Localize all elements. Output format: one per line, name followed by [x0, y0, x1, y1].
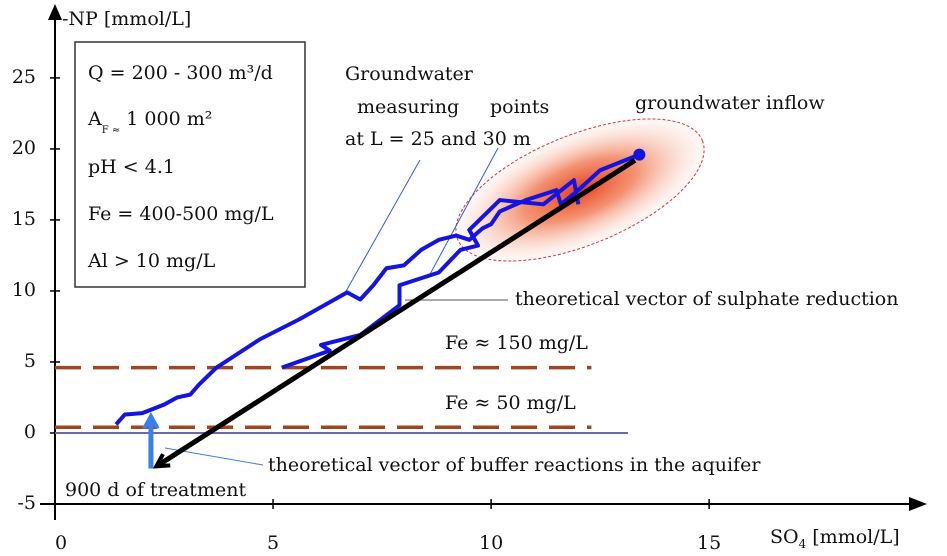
y-axis-arrow [48, 4, 62, 20]
y-tick-label: 10 [12, 279, 36, 301]
box-main: A [87, 108, 102, 130]
annotation: measuring [357, 96, 459, 118]
box-line: Fe = 400-500 mg/L [88, 203, 274, 225]
vector-label: theoretical vector of buffer reactions i… [268, 454, 761, 476]
annotation: Groundwater [345, 63, 474, 85]
vector-head [142, 412, 160, 430]
annotation: groundwater inflow [635, 92, 825, 114]
end-marker [633, 148, 646, 161]
box-line: pH < 4.1 [88, 156, 175, 178]
y-axis-label: -NP [mmol/L] [62, 8, 191, 30]
hline-label: Fe ≈ 50 mg/L [445, 392, 576, 414]
leader [344, 159, 421, 294]
y-tick-label: 25 [12, 66, 36, 88]
x-tick-label: 0 [55, 532, 67, 554]
annotation: 900 d of treatment [65, 479, 246, 501]
box-line: AF ≈ 1 000 m² [87, 108, 212, 136]
y-tick-label: 15 [12, 208, 36, 230]
x-label-sub: 4 [799, 537, 807, 551]
annotation: at L = 25 and 30 m [345, 128, 531, 150]
x-tick-label: 15 [697, 532, 721, 554]
y-tick-label: 0 [24, 421, 36, 443]
x-axis-label: SO4 [mmol/L] [770, 526, 900, 551]
info-box [74, 41, 306, 288]
plot: -5 0 5 10 15 20 25 0 5 10 15 [12, 4, 927, 554]
x-label-main: SO [770, 526, 799, 548]
y-tick-label: 20 [12, 137, 36, 159]
y-tick-label: -5 [17, 492, 36, 514]
box-line: Al > 10 mg/L [87, 250, 216, 272]
box-rest: 1 000 m² [120, 108, 212, 130]
box-line: Q = 200 - 300 m³/d [88, 62, 273, 84]
data-line [114, 152, 641, 426]
data-line [281, 178, 581, 370]
leader [427, 147, 499, 279]
vector-head [152, 453, 171, 469]
vector-label: theoretical vector of sulphate reduction [515, 288, 898, 310]
x-axis-arrow [909, 497, 927, 511]
hline-label: Fe ≈ 150 mg/L [445, 332, 588, 354]
vector [158, 158, 637, 467]
x-tick-label: 5 [267, 532, 279, 554]
y-tick-label: 5 [24, 350, 36, 372]
x-label-rest: [mmol/L] [806, 526, 899, 548]
box-sub: F ≈ [102, 125, 121, 136]
annotation: points [490, 96, 549, 118]
x-tick-label: 10 [479, 532, 503, 554]
